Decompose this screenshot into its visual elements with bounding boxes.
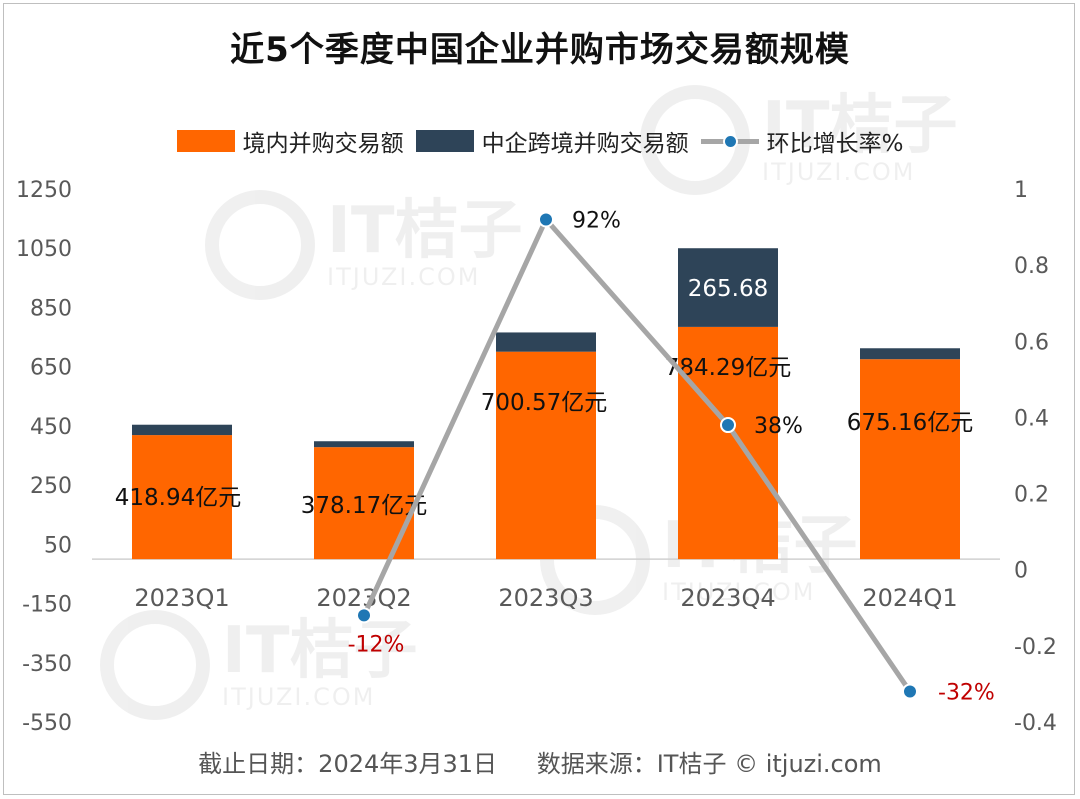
chart-title: 近5个季度中国企业并购市场交易额规模 bbox=[230, 30, 850, 70]
growth-line bbox=[361, 216, 913, 693]
bar-crossborder bbox=[860, 348, 960, 360]
y-left-tick-label: -150 bbox=[22, 593, 72, 618]
legend-item-growth: 环比增长率% bbox=[700, 124, 904, 158]
x-tick-label: 2023Q1 bbox=[134, 584, 229, 612]
x-tick-label: 2023Q3 bbox=[498, 584, 593, 612]
x-tick-label: 2023Q2 bbox=[316, 584, 411, 612]
legend-swatch-crossborder bbox=[415, 130, 474, 152]
bar-domestic bbox=[132, 435, 232, 560]
y-left-tick-label: 1050 bbox=[16, 237, 72, 262]
x-tick-label: 2024Q1 bbox=[862, 584, 957, 612]
y-right-tick-label: 0.4 bbox=[1014, 406, 1049, 431]
data-label-domestic: 418.94亿元 bbox=[115, 485, 241, 511]
legend-swatch-growth bbox=[700, 130, 759, 152]
data-label-growth: 38% bbox=[754, 414, 803, 439]
data-label-crossborder: 265.68 bbox=[688, 276, 768, 302]
legend-label-domestic: 境内并购交易额 bbox=[242, 131, 404, 157]
footer: 截止日期：2024年3月31日 数据来源：IT桔子 © itjuzi.com bbox=[0, 744, 1080, 779]
y-left-tick-label: 850 bbox=[30, 296, 72, 321]
growth-marker bbox=[902, 683, 918, 700]
y-right-tick-label: -0.4 bbox=[1014, 711, 1057, 736]
data-label-growth: -12% bbox=[348, 632, 405, 657]
y-right-tick-label: 1 bbox=[1014, 178, 1028, 203]
bar-crossborder bbox=[678, 248, 778, 327]
legend-label-crossborder: 中企跨境并购交易额 bbox=[481, 131, 689, 157]
y-right-tick-label: 0.8 bbox=[1014, 254, 1049, 279]
bar-domestic bbox=[860, 359, 960, 560]
x-tick-label: 2023Q4 bbox=[680, 584, 775, 612]
y-left-tick-label: 250 bbox=[30, 474, 72, 499]
y-right-tick-label: -0.2 bbox=[1014, 635, 1057, 660]
y-left-tick-label: -550 bbox=[22, 711, 72, 736]
legend-item-crossborder: 中企跨境并购交易额 bbox=[415, 124, 689, 158]
legend-item-domestic: 境内并购交易额 bbox=[176, 124, 404, 158]
data-label-domestic: 700.57亿元 bbox=[481, 390, 607, 416]
y-left-tick-label: -350 bbox=[22, 652, 72, 677]
footer-source: 数据来源：IT桔子 © itjuzi.com bbox=[536, 750, 882, 778]
legend-label-growth: 环比增长率% bbox=[766, 131, 904, 157]
y-left-tick-label: 1250 bbox=[16, 178, 72, 203]
growth-marker bbox=[720, 417, 736, 434]
legend-swatch-domestic bbox=[176, 130, 235, 152]
growth-marker bbox=[356, 607, 372, 624]
bar-crossborder bbox=[314, 441, 414, 448]
y-left-tick-label: 650 bbox=[30, 356, 72, 381]
y-right-tick-label: 0.6 bbox=[1014, 330, 1049, 355]
bar-domestic bbox=[678, 326, 778, 560]
data-label-domestic: 675.16亿元 bbox=[847, 410, 973, 436]
footer-date: 截止日期：2024年3月31日 bbox=[198, 750, 498, 778]
y-left-tick-label: 50 bbox=[44, 533, 72, 558]
bar-crossborder bbox=[132, 424, 232, 436]
data-label-growth: -32% bbox=[938, 681, 995, 706]
legend: 境内并购交易额 中企跨境并购交易额 环比增长率% bbox=[0, 124, 1080, 158]
growth-marker bbox=[538, 211, 554, 228]
data-label-domestic: 378.17亿元 bbox=[301, 493, 427, 519]
bar-domestic bbox=[496, 351, 596, 560]
data-label-growth: 92% bbox=[572, 208, 621, 233]
y-right-tick-label: 0.2 bbox=[1014, 483, 1049, 508]
y-right-tick-label: 0 bbox=[1014, 559, 1028, 584]
y-left-tick-label: 450 bbox=[30, 415, 72, 440]
bar-crossborder bbox=[496, 332, 596, 352]
